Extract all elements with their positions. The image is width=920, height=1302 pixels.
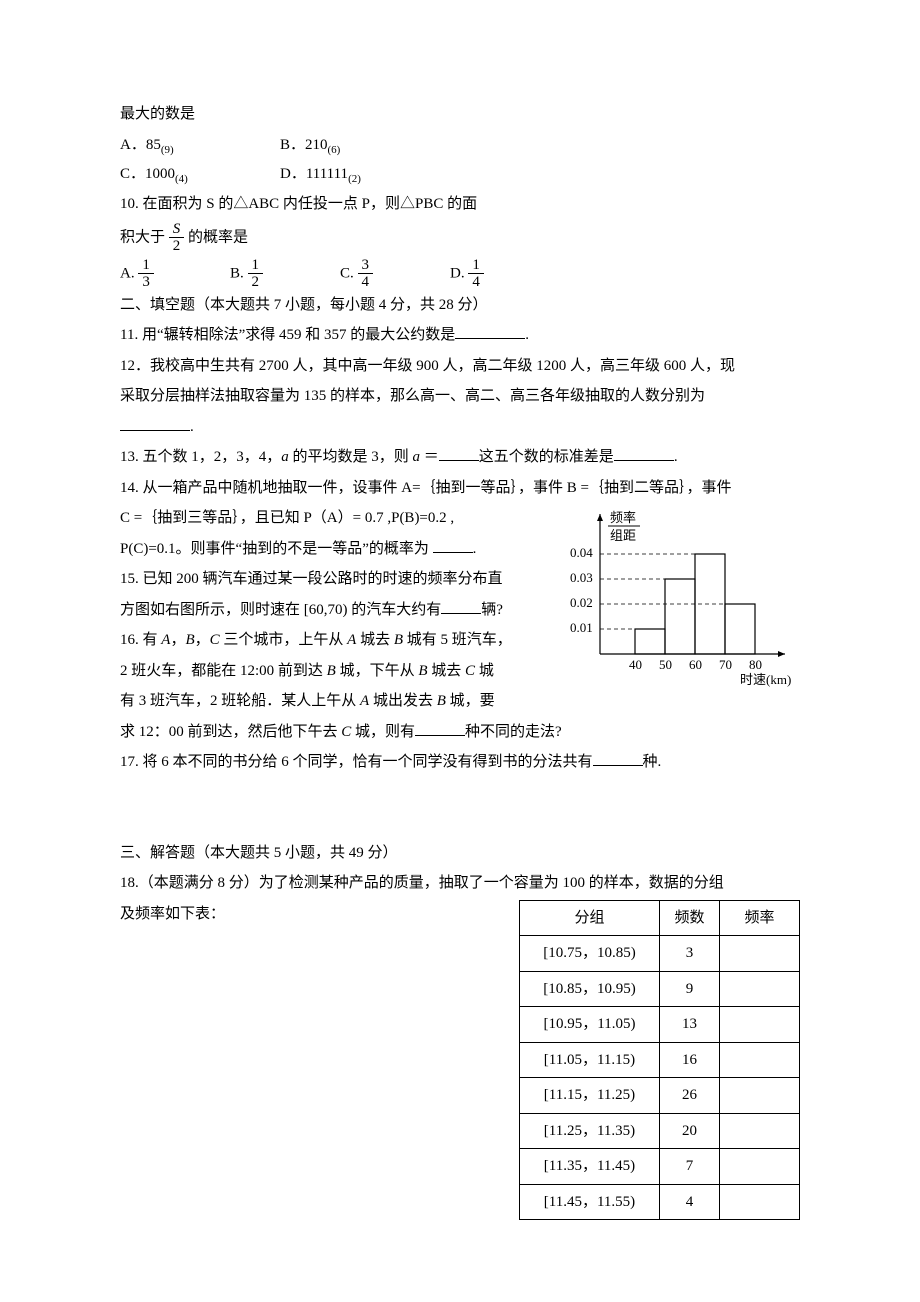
table-row: [11.45，11.55)4 [520,1184,800,1220]
table-row: [11.35，11.45)7 [520,1149,800,1185]
hist-xtick-3: 70 [719,657,732,672]
q10-opt-b: B. 12 [230,257,340,291]
q9-options-row1: A．85(9) B．210(6) [120,131,800,161]
hist-bar-1 [665,579,695,654]
section2-heading: 二、填空题（本大题共 7 小题，每小题 4 分，共 28 分） [120,291,800,320]
q9-opt-b: B．210(6) [280,131,440,161]
q10-opt-d: D. 14 [450,257,560,291]
q15-line2: 方图如右图所示，则时速在 [60,70) 的汽车大约有辆? [120,596,540,625]
hist-bar-0 [635,629,665,654]
q13-blank1 [439,460,479,461]
section3-heading: 三、解答题（本大题共 5 小题，共 49 分） [120,839,800,868]
th-group: 分组 [520,900,660,936]
q10-stem2: 积大于 S2 的概率是 [120,221,800,255]
hist-ytick-2: 0.02 [570,595,593,610]
q16-line3: 有 3 班汽车，2 班轮船．某人上午从 A 城出发去 B 城，要 [120,687,540,716]
q12-line3: . [120,413,800,442]
q16-blank [415,735,465,736]
q9-stem: 最大的数是 [120,100,800,129]
histogram-chart: 频率 组距 0.04 0.03 0.02 0.01 40 50 60 70 80… [550,504,800,694]
q12-line2: 采取分层抽样法抽取容量为 135 的样本，那么高一、高二、高三各年级抽取的人数分… [120,382,800,411]
q14-line3: P(C)=0.1。则事件“抽到的不是一等品”的概率为 . [120,535,540,564]
table-row: [11.25，11.35)20 [520,1113,800,1149]
hist-xtick-4: 80 [749,657,762,672]
table-header-row: 分组 频数 频率 [520,900,800,936]
table-body: [10.75，10.85)3 [10.85，10.95)9 [10.95，11.… [520,936,800,1220]
q9-options-row2: C．1000(4) D．111111(2) [120,160,800,190]
q18-table: 分组 频数 频率 [10.75，10.85)3 [10.85，10.95)9 [… [519,900,800,1221]
q10-opt-c: C. 34 [340,257,450,291]
q9-opt-d: D．111111(2) [280,160,440,190]
hist-xtick-1: 50 [659,657,672,672]
q10-opt-a: A. 13 [120,257,230,291]
hist-ytick-0: 0.04 [570,545,593,560]
q14-blank [433,552,473,553]
q11: 11. 用“辗转相除法”求得 459 和 357 的最大公约数是. [120,321,800,350]
q15-blank [441,613,481,614]
q9-opt-c: C．1000(4) [120,160,280,190]
th-rate: 频率 [720,900,800,936]
q15-line1: 15. 已知 200 辆汽车通过某一段公路时的时速的频率分布直 [120,565,540,594]
hist-bar-3 [725,604,755,654]
q10-stem1: 10. 在面积为 S 的△ABC 内任投一点 P，则△PBC 的面 [120,190,800,219]
q16-line4: 求 12：00 前到达，然后他下午去 C 城，则有种不同的走法? [120,718,800,747]
hist-xtick-0: 40 [629,657,642,672]
q12-blank [120,430,190,431]
table-row: [11.15，11.25)26 [520,1078,800,1114]
q11-blank [455,338,525,339]
table-row: [11.05，11.15)16 [520,1042,800,1078]
hist-xlabel: 时速(km) [740,672,791,687]
q13: 13. 五个数 1，2，3，4，a 的平均数是 3，则 a ＝这五个数的标准差是… [120,443,800,472]
q16-line2: 2 班火车，都能在 12:00 前到达 B 城，下午从 B 城去 C 城 [120,657,540,686]
hist-ylabel-bot: 组距 [610,528,636,543]
q14-line1: 14. 从一箱产品中随机地抽取一件，设事件 A=｛抽到一等品｝，事件 B =｛抽… [120,474,800,503]
hist-ytick-3: 0.01 [570,620,593,635]
q16-line1: 16. 有 A，B，C 三个城市，上午从 A 城去 B 城有 5 班汽车， [120,626,540,655]
q14-17-with-chart: C =｛抽到三等品｝，且已知 P（A）= 0.7 ,P(B)=0.2 , P(C… [120,504,800,718]
q10-options: A. 13 B. 12 C. 34 D. 14 [120,257,800,291]
q14-line2: C =｛抽到三等品｝，且已知 P（A）= 0.7 ,P(B)=0.2 , [120,504,540,533]
hist-ytick-1: 0.03 [570,570,593,585]
q18-line1: 18.（本题满分 8 分）为了检测某种产品的质量，抽取了一个容量为 100 的样… [120,869,800,898]
hist-xtick-2: 60 [689,657,702,672]
table-row: [10.95，11.05)13 [520,1007,800,1043]
q9-opt-a: A．85(9) [120,131,280,161]
q18-line2: 及频率如下表： [120,900,519,929]
q13-blank2 [614,460,674,461]
q17: 17. 将 6 本不同的书分给 6 个同学，恰有一个同学没有得到书的分法共有种. [120,748,800,777]
table-row: [10.85，10.95)9 [520,971,800,1007]
hist-ylabel-top: 频率 [610,510,636,525]
q17-blank [593,765,643,766]
q12-line1: 12．我校高中生共有 2700 人，其中高一年级 900 人，高二年级 1200… [120,352,800,381]
th-freq: 频数 [660,900,720,936]
table-row: [10.75，10.85)3 [520,936,800,972]
